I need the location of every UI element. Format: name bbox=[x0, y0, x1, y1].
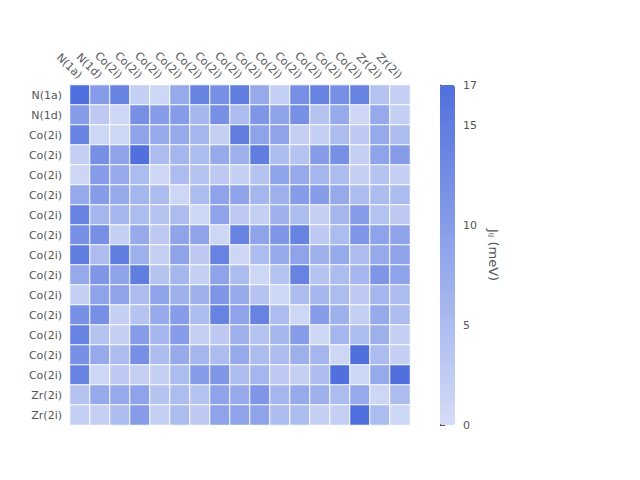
svg-text:Zr(2i): Zr(2i) bbox=[31, 409, 62, 422]
svg-text:Co(2i): Co(2i) bbox=[29, 269, 62, 282]
svg-text:Co(2i): Co(2i) bbox=[292, 49, 325, 82]
svg-text:Co(2i): Co(2i) bbox=[29, 149, 62, 162]
svg-text:Co(2i): Co(2i) bbox=[332, 49, 365, 82]
svg-text:Co(2i): Co(2i) bbox=[29, 289, 62, 302]
svg-text:Co(2i): Co(2i) bbox=[29, 369, 62, 382]
svg-text:Co(2i): Co(2i) bbox=[29, 349, 62, 362]
svg-text:N(1d): N(1d) bbox=[31, 109, 62, 122]
svg-text:Co(2i): Co(2i) bbox=[272, 49, 305, 82]
svg-text:N(1a): N(1a) bbox=[31, 89, 62, 102]
svg-text:Co(2i): Co(2i) bbox=[192, 49, 225, 82]
svg-text:Co(2i): Co(2i) bbox=[152, 49, 185, 82]
svg-text:Co(2i): Co(2i) bbox=[29, 189, 62, 202]
svg-text:N(1a): N(1a) bbox=[53, 50, 85, 82]
svg-text:10: 10 bbox=[463, 219, 477, 232]
svg-text:17: 17 bbox=[463, 79, 477, 92]
svg-text:Zr(2i): Zr(2i) bbox=[374, 51, 405, 82]
svg-text:Co(2i): Co(2i) bbox=[92, 49, 125, 82]
svg-text:Co(2i): Co(2i) bbox=[132, 49, 165, 82]
svg-text:Co(2i): Co(2i) bbox=[29, 129, 62, 142]
svg-text:Co(2i): Co(2i) bbox=[29, 329, 62, 342]
svg-text:Co(2i): Co(2i) bbox=[29, 229, 62, 242]
svg-text:15: 15 bbox=[463, 119, 477, 132]
svg-text:Co(2i): Co(2i) bbox=[29, 249, 62, 262]
svg-text:Zr(2i): Zr(2i) bbox=[31, 389, 62, 402]
svg-text:N(1d): N(1d) bbox=[73, 50, 105, 82]
svg-text:Co(2i): Co(2i) bbox=[312, 49, 345, 82]
svg-text:Co(2i): Co(2i) bbox=[29, 209, 62, 222]
svg-text:Jᵢⱼ (meV): Jᵢⱼ (meV) bbox=[486, 228, 501, 281]
svg-text:Zr(2i): Zr(2i) bbox=[353, 50, 385, 82]
svg-text:Co(2i): Co(2i) bbox=[172, 49, 205, 82]
svg-text:Co(2i): Co(2i) bbox=[29, 309, 62, 322]
svg-text:5: 5 bbox=[463, 319, 470, 332]
svg-text:0: 0 bbox=[463, 419, 470, 432]
svg-text:Co(2i): Co(2i) bbox=[232, 49, 265, 82]
svg-text:Co(2i): Co(2i) bbox=[112, 49, 145, 82]
svg-text:Co(2i): Co(2i) bbox=[212, 49, 245, 82]
svg-text:Co(2i): Co(2i) bbox=[252, 49, 285, 82]
svg-text:Co(2i): Co(2i) bbox=[29, 169, 62, 182]
